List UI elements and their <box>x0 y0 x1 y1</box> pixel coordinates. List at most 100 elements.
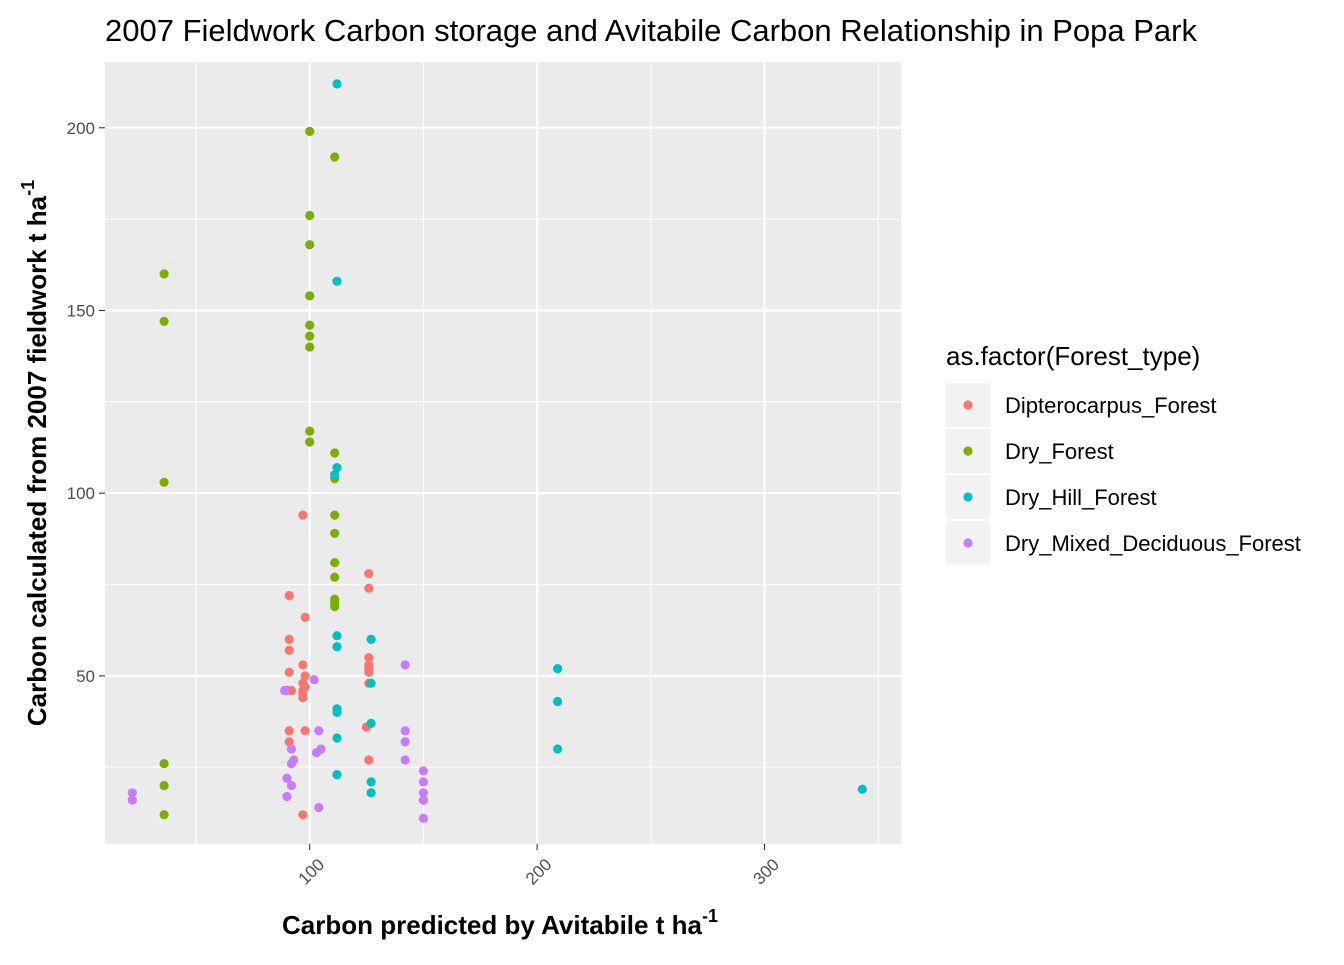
data-point <box>289 755 299 765</box>
data-point <box>330 152 340 162</box>
legend-marker <box>963 400 973 410</box>
y-axis-title-text: Carbon calculated from 2007 fieldwork t … <box>22 195 52 726</box>
x-axis: 100 200 300 <box>295 844 783 889</box>
x-tick-label: 100 <box>295 855 328 888</box>
data-point <box>284 726 294 736</box>
data-point <box>286 780 297 791</box>
data-point <box>332 276 342 286</box>
data-point <box>366 788 376 798</box>
data-point <box>330 558 340 568</box>
data-point <box>284 737 294 747</box>
data-point <box>305 437 315 447</box>
data-point <box>305 240 315 250</box>
data-point <box>284 590 294 601</box>
data-point <box>332 79 342 89</box>
y-axis-title: Carbon calculated from 2007 fieldwork t … <box>18 180 52 726</box>
data-point <box>400 660 410 670</box>
y-tick-label: 200 <box>67 119 95 138</box>
y-tick-label: 100 <box>67 484 95 503</box>
data-point <box>298 660 308 670</box>
data-point <box>159 269 169 279</box>
legend: as.factor(Forest_type) Dipterocarpus_For… <box>946 341 1301 565</box>
data-point <box>298 510 308 520</box>
legend-label: Dry_Mixed_Deciduous_Forest <box>1005 531 1301 556</box>
legend-item: Dry_Hill_Forest <box>946 475 1157 519</box>
data-point <box>332 707 342 718</box>
data-point <box>330 470 340 480</box>
data-points <box>127 79 867 824</box>
data-point <box>305 320 315 330</box>
series-dry-mixed-deciduous-forest <box>127 660 428 824</box>
data-point <box>159 810 169 820</box>
legend-label: Dipterocarpus_Forest <box>1005 393 1217 418</box>
data-point <box>305 291 315 301</box>
data-point <box>366 634 376 645</box>
data-point <box>159 316 169 326</box>
x-tick-label: 300 <box>749 855 782 888</box>
data-point <box>282 791 292 802</box>
data-point <box>332 770 342 780</box>
data-point <box>418 813 428 824</box>
data-point <box>418 777 428 787</box>
data-point <box>553 744 563 754</box>
series-dry-hill-forest <box>330 79 867 798</box>
data-point <box>305 426 315 436</box>
series-dipterocarpus-forest <box>282 510 374 820</box>
data-point <box>366 718 376 729</box>
data-point <box>309 675 319 685</box>
data-point <box>400 726 410 736</box>
data-point <box>159 759 169 769</box>
x-axis-title-superscript: -1 <box>702 906 718 926</box>
data-point <box>298 810 308 820</box>
data-point <box>330 572 340 582</box>
data-point <box>332 733 342 743</box>
legend-item: Dry_Mixed_Deciduous_Forest <box>946 521 1301 565</box>
x-tick-label: 200 <box>522 855 555 888</box>
data-point <box>364 653 374 663</box>
data-point <box>364 583 374 593</box>
data-point <box>553 664 563 674</box>
data-point <box>332 631 342 641</box>
data-point <box>127 788 137 798</box>
data-point <box>332 642 342 652</box>
y-tick-label: 50 <box>76 667 95 686</box>
data-point <box>300 671 310 681</box>
legend-label: Dry_Forest <box>1005 439 1114 464</box>
data-point <box>300 726 310 736</box>
y-tick-label: 150 <box>67 301 95 320</box>
x-axis-title: Carbon predicted by Avitabile t ha-1 <box>282 906 718 940</box>
legend-marker <box>963 446 973 456</box>
data-point <box>364 569 374 579</box>
data-point <box>330 601 340 612</box>
plot-panel <box>105 62 901 844</box>
data-point <box>553 696 563 707</box>
data-point <box>418 795 428 805</box>
series-dry-forest <box>159 126 340 820</box>
data-point <box>305 342 315 352</box>
legend-marker <box>963 492 973 502</box>
data-point <box>280 685 290 696</box>
minor-gridlines <box>105 62 901 844</box>
y-axis: 50 100 150 200 <box>67 119 105 686</box>
x-axis-title-text: Carbon predicted by Avitabile t ha <box>282 910 702 940</box>
data-point <box>332 463 342 473</box>
data-point <box>159 477 169 487</box>
data-point <box>300 612 310 623</box>
legend-label: Dry_Hill_Forest <box>1005 485 1157 510</box>
chart-title: 2007 Fieldwork Carbon storage and Avitab… <box>105 13 1197 48</box>
major-gridlines <box>105 62 901 844</box>
data-point <box>418 788 428 798</box>
data-point <box>159 780 169 791</box>
data-point <box>127 795 137 805</box>
data-point <box>314 802 324 813</box>
y-axis-title-superscript: -1 <box>18 180 38 196</box>
data-point <box>286 685 297 696</box>
data-point <box>330 528 340 539</box>
legend-title: as.factor(Forest_type) <box>946 341 1200 371</box>
data-point <box>316 744 326 754</box>
data-point <box>284 645 294 655</box>
data-point <box>305 331 315 341</box>
legend-item: Dipterocarpus_Forest <box>946 383 1217 427</box>
legend-item: Dry_Forest <box>946 429 1114 473</box>
